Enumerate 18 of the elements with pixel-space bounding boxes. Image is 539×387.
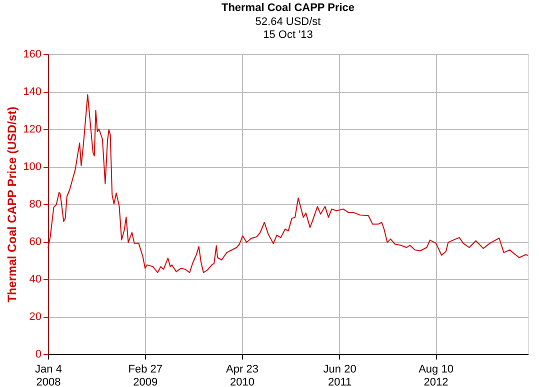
y-tick-label: 100 [23, 161, 42, 173]
y-tick-label: 120 [23, 124, 42, 136]
x-tick-label: Feb 27 2009 [128, 364, 162, 387]
y-tick-label: 60 [29, 236, 42, 248]
chart-title: Thermal Coal CAPP Price [221, 2, 355, 14]
y-tick-label: 40 [29, 274, 42, 286]
line-series [48, 94, 528, 274]
x-tick-label: Aug 10 2012 [418, 364, 454, 387]
y-tick-label: 80 [29, 198, 42, 210]
x-tick-label: Jan 4 2008 [35, 364, 62, 387]
chart-subtitle: 52.64 USD/st 15 Oct '13 [255, 16, 321, 41]
y-axis-title: Thermal Coal CAPP Price (USD/st) [5, 106, 20, 302]
x-tick-label: Jun 20 2011 [323, 364, 356, 387]
y-tick-label: 140 [23, 86, 42, 98]
y-tick-label: 20 [29, 311, 42, 323]
x-tick-label: Apr 23 2010 [226, 364, 258, 387]
y-tick-label: 160 [23, 48, 42, 60]
y-tick-label: 0 [35, 348, 42, 360]
